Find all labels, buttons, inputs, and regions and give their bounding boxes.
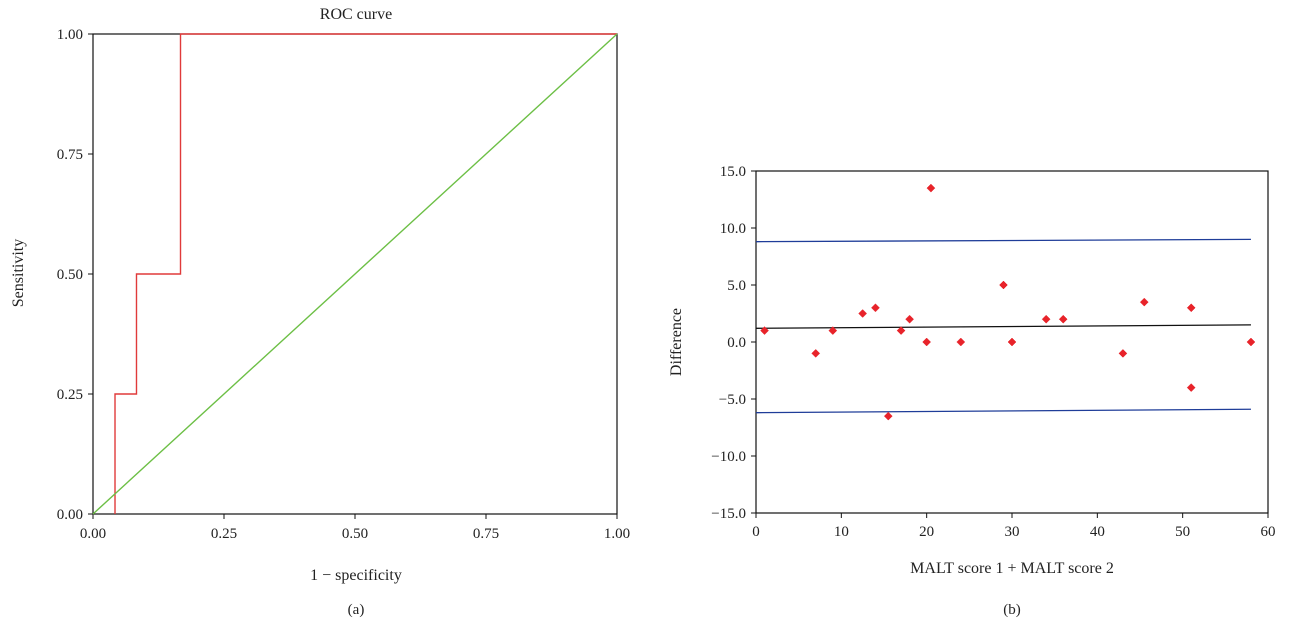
scatter-point — [896, 326, 906, 335]
difference-y-tick-label: −10.0 — [711, 449, 746, 465]
scatter-point — [1186, 383, 1196, 392]
roc-y-tick-label: 0.00 — [57, 507, 83, 523]
scatter-point — [811, 349, 821, 358]
difference-x-axis-label: MALT score 1 + MALT score 2 — [910, 560, 1114, 577]
scatter-point — [926, 183, 936, 193]
difference-y-tick-label: −5.0 — [719, 392, 746, 408]
difference-x-tick-label: 0 — [752, 524, 760, 540]
difference-y-tick-label: 5.0 — [727, 278, 746, 294]
scatter-point — [1246, 337, 1256, 347]
difference-plot-area: 0 10 20 30 40 50 60 15.0 10.0 5.0 0.0 −5.0 −10.0 −15.… — [711, 164, 1275, 540]
roc-x-tick-label: 0.50 — [342, 526, 368, 542]
scatter-point — [760, 326, 769, 335]
roc-y-axis-label: Sensitivity — [10, 239, 27, 307]
difference-x-tick-label: 40 — [1090, 524, 1105, 540]
scatter-point — [922, 337, 932, 347]
scatter-point — [1007, 337, 1017, 347]
roc-x-tick-label: 1.00 — [604, 526, 630, 542]
scatter-point — [883, 411, 893, 421]
scatter-point — [1041, 314, 1051, 324]
roc-plot-area: 0.00 0.25 0.50 0.75 1.00 0.00 0.25 0.50 0.75 1.00 — [57, 27, 630, 542]
difference-panel: 0 10 20 30 40 50 60 15.0 10.0 5.0 0.0 −5.0 −10.0 −15.… — [668, 164, 1276, 618]
reference-diagonal-line — [92, 33, 618, 515]
difference-y-tick-label: 15.0 — [720, 164, 746, 180]
scatter-point — [858, 309, 868, 318]
scatter-point — [956, 337, 966, 347]
scatter-point — [1118, 349, 1128, 358]
roc-curve-line — [114, 33, 617, 514]
difference-x-tick-label: 20 — [919, 524, 934, 540]
scatter-point — [828, 326, 838, 335]
difference-y-axis-label: Difference — [668, 308, 685, 376]
scatter-point — [1058, 314, 1068, 324]
upper-limit-line — [755, 238, 1251, 243]
roc-y-tick-label: 0.75 — [57, 147, 83, 163]
scatter-point — [1186, 303, 1196, 313]
difference-y-tick-label: −15.0 — [711, 506, 746, 522]
mean-difference-line — [755, 324, 1251, 329]
panel-label-a: (a) — [348, 602, 365, 618]
difference-x-tick-label: 10 — [834, 524, 849, 540]
roc-x-tick-label: 0.75 — [473, 526, 499, 542]
scatter-point — [871, 303, 880, 313]
roc-panel: ROC curve 0.00 0.25 0.50 0.75 1.000.000.250.… — [10, 6, 630, 618]
roc-y-tick-label: 0.25 — [57, 387, 83, 403]
roc-x-tick-label: 0.25 — [211, 526, 237, 542]
scatter-point — [905, 314, 914, 324]
roc-y-tick-label: 0.50 — [57, 267, 83, 283]
difference-x-tick-label: 50 — [1175, 524, 1190, 540]
roc-title: ROC curve — [320, 6, 392, 23]
scatter-point — [1139, 297, 1149, 307]
lower-limit-line — [755, 408, 1251, 414]
difference-y-tick-label: 10.0 — [720, 221, 746, 237]
panel-label-b: (b) — [1003, 602, 1021, 618]
difference-x-tick-label: 60 — [1261, 524, 1276, 540]
difference-y-tick-label: 0.0 — [727, 335, 746, 351]
difference-x-tick-label: 30 — [1005, 524, 1020, 540]
scatter-point — [999, 280, 1008, 290]
roc-x-tick-label: 0.00 — [80, 526, 106, 542]
roc-y-tick-label: 1.00 — [57, 27, 83, 43]
roc-x-axis-label: 1 − specificity — [310, 567, 402, 584]
